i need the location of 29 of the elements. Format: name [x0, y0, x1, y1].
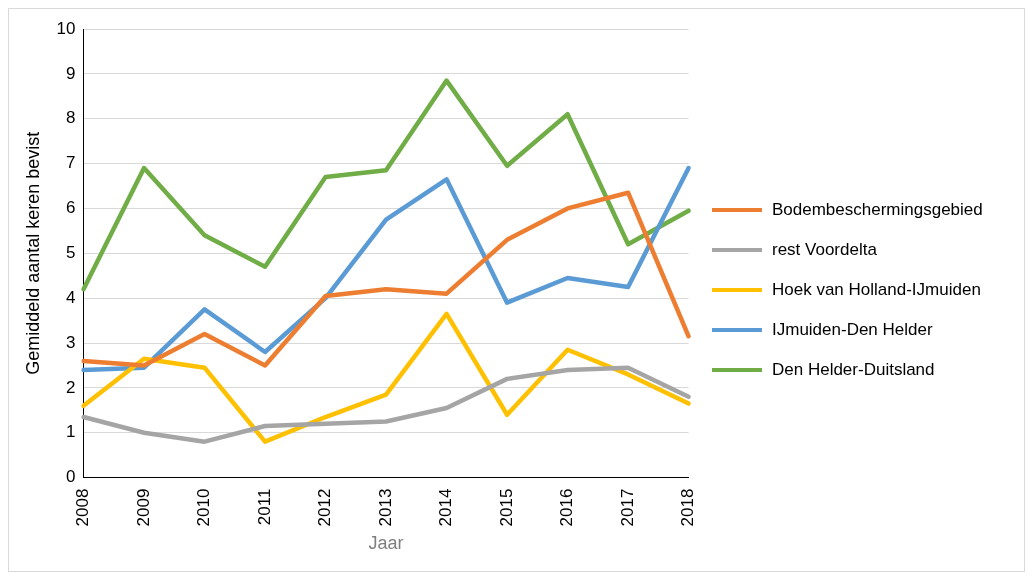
y-tick-label: 8 — [66, 108, 76, 128]
x-tick-label: 2011 — [254, 488, 274, 526]
y-tick-label: 6 — [66, 198, 76, 218]
x-tick-label: 2009 — [133, 488, 153, 527]
y-tick-label: 1 — [66, 422, 76, 442]
x-axis-title: Jaar — [368, 533, 404, 554]
y-tick-label: 0 — [66, 467, 76, 487]
y-tick-label: 4 — [66, 287, 76, 307]
y-tick-label: 9 — [66, 63, 76, 83]
x-tick-label: 2018 — [678, 488, 698, 527]
x-tick-label: 2012 — [315, 488, 335, 527]
y-axis-title: Gemiddeld aantal keren bevist — [22, 131, 43, 375]
x-tick-label: 2016 — [557, 488, 577, 527]
legend-label: Hoek van Holland-IJmuiden — [772, 280, 981, 300]
x-tick-label: 2014 — [436, 488, 456, 527]
legend-label: rest Voordelta — [772, 240, 877, 260]
x-tick-label: 2017 — [617, 488, 637, 527]
y-tick-label: 5 — [66, 242, 76, 262]
x-tick-label: 2015 — [496, 488, 516, 527]
legend-label: Bodembeschermingsgebied — [772, 200, 983, 220]
y-tick-label: 10 — [56, 18, 76, 38]
y-tick-label: 2 — [66, 377, 76, 397]
legend-label: Den Helder-Duitsland — [772, 360, 935, 380]
y-tick-label: 7 — [66, 153, 76, 173]
x-tick-label: 2008 — [73, 488, 93, 527]
legend-label: IJmuiden-Den Helder — [772, 320, 933, 340]
x-tick-label: 2010 — [194, 488, 214, 527]
y-tick-label: 3 — [66, 332, 76, 352]
x-tick-label: 2013 — [375, 488, 395, 527]
